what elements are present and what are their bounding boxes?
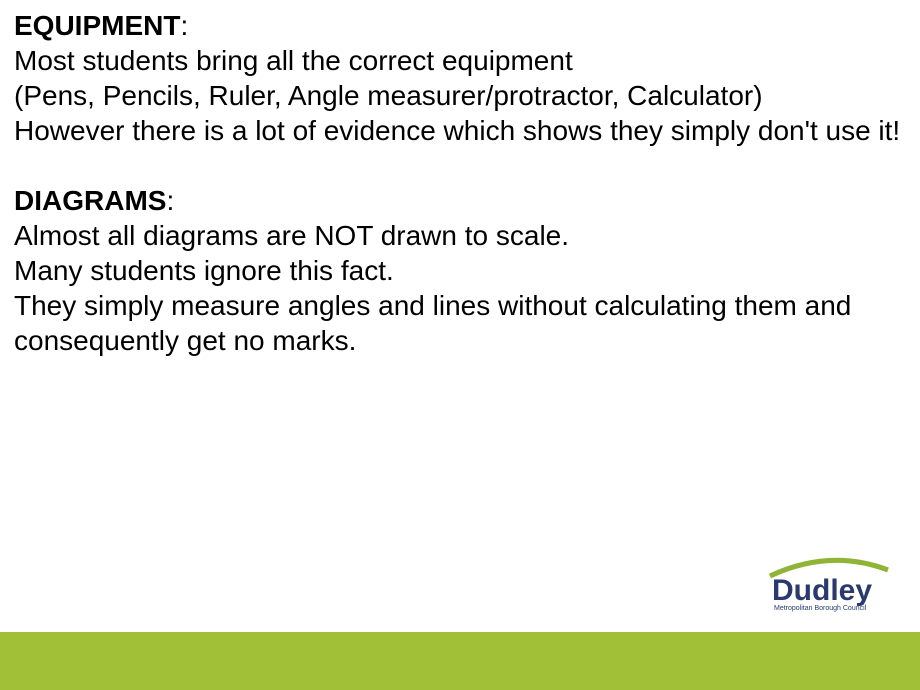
dudley-logo: Dudley Metropolitan Borough Council [760, 556, 900, 616]
diagrams-line-2: Many students ignore this fact. [14, 255, 394, 286]
equipment-line-2: (Pens, Pencils, Ruler, Angle measurer/pr… [14, 80, 763, 111]
footer-bar [0, 632, 920, 690]
equipment-heading: EQUIPMENT [14, 10, 180, 41]
slide-content: EQUIPMENT: Most students bring all the c… [0, 0, 920, 358]
equipment-colon: : [180, 10, 188, 41]
diagrams-line-3: They simply measure angles and lines wit… [14, 290, 851, 356]
equipment-section: EQUIPMENT: Most students bring all the c… [14, 8, 906, 148]
diagrams-section: DIAGRAMS: Almost all diagrams are NOT dr… [14, 183, 906, 358]
diagrams-colon: : [166, 185, 174, 216]
diagrams-heading: DIAGRAMS [14, 185, 166, 216]
diagrams-line-1: Almost all diagrams are NOT drawn to sca… [14, 220, 569, 251]
equipment-line-3: However there is a lot of evidence which… [14, 115, 900, 146]
equipment-line-1: Most students bring all the correct equi… [14, 45, 573, 76]
logo-text: Dudley [772, 574, 872, 607]
section-spacer [14, 148, 906, 183]
logo-subtitle: Metropolitan Borough Council [774, 605, 867, 612]
